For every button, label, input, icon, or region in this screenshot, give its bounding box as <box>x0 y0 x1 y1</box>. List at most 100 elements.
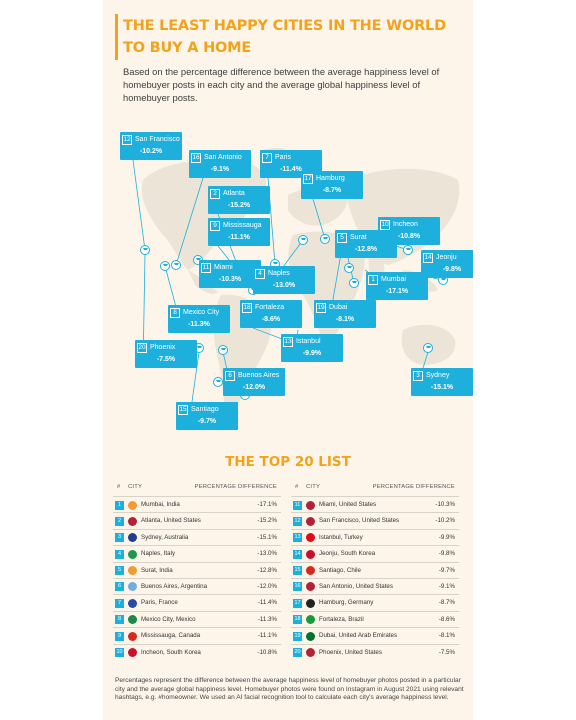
flag-us-icon <box>306 648 315 658</box>
city-name: Surat <box>350 234 367 241</box>
city-label: 3 Sydney -15.1% <box>411 368 473 396</box>
home-pin-icon <box>320 234 330 244</box>
rank-badge: 10 <box>115 648 124 658</box>
city-name: San Francisco <box>135 136 180 143</box>
rank-badge: 11 <box>293 500 302 510</box>
city-name: Miami <box>214 264 233 271</box>
table-row: 1 Mumbai, India -17.1% <box>113 496 281 512</box>
city-percentage: -8.7% <box>322 187 342 194</box>
city-rank-badge: 15 <box>178 405 188 415</box>
home-pin-icon <box>213 377 223 387</box>
connector-line <box>422 351 429 369</box>
city-percentage: -9.7% <box>197 418 217 425</box>
header-city: CITY <box>306 484 321 490</box>
city-label: 13 Istanbul -9.9% <box>281 334 343 362</box>
home-pin-icon <box>218 345 228 355</box>
percentage-difference: -15.1% <box>257 533 277 541</box>
table-row: 20 Phoenix, United States -7.5% <box>291 643 459 660</box>
rank-badge: 9 <box>115 631 124 641</box>
city-name: Paris <box>275 154 291 161</box>
flag-ae-icon <box>306 631 315 641</box>
table-row: 19 Dubai, United Arab Emirates -8.1% <box>291 627 459 643</box>
city-label: 20 Phoenix -7.5% <box>135 340 197 368</box>
city-name: Mississauga, Canada <box>141 632 201 640</box>
header-diff: PERCENTAGE DIFFERENCE <box>194 484 277 490</box>
city-name: Mumbai <box>381 276 406 283</box>
city-percentage: -12.0% <box>242 384 266 391</box>
flag-it-icon <box>128 549 137 559</box>
connector-line <box>132 159 146 251</box>
flag-mx-icon <box>128 615 137 625</box>
flag-de-icon <box>306 598 315 608</box>
flag-ca-icon <box>128 631 137 641</box>
city-name: San Antonio, United States <box>319 582 393 590</box>
city-name: Atlanta <box>223 190 245 197</box>
percentage-difference: -7.5% <box>438 648 455 656</box>
percentage-difference: -10.2% <box>435 517 455 525</box>
city-name: Atlanta, United States <box>141 517 201 525</box>
city-percentage: -13.0% <box>272 282 296 289</box>
home-pin-icon <box>349 278 359 288</box>
connector-line <box>312 198 326 240</box>
city-rank-badge: 11 <box>201 263 211 273</box>
table-row: 2 Atlanta, United States -15.2% <box>113 512 281 528</box>
city-name: Paris, France <box>141 599 178 607</box>
flag-us-icon <box>306 582 315 592</box>
flag-us-icon <box>306 500 315 510</box>
city-name: Miami, United States <box>319 501 377 508</box>
city-label: 4 Naples -13.0% <box>253 266 315 294</box>
connector-line <box>175 177 204 266</box>
city-rank-badge: 2 <box>210 189 220 199</box>
rank-badge: 7 <box>115 598 124 608</box>
city-name: Dubai, United Arab Emirates <box>319 632 398 640</box>
home-pin-icon <box>140 245 150 255</box>
rank-badge: 16 <box>293 582 302 592</box>
flag-in-icon <box>128 566 137 576</box>
city-percentage: -9.9% <box>302 350 322 357</box>
city-percentage: -9.1% <box>210 166 230 173</box>
city-percentage: -15.2% <box>227 202 251 209</box>
city-percentage: -10.3% <box>218 276 242 283</box>
flag-kr-icon <box>306 549 315 559</box>
city-rank-badge: 12 <box>122 135 132 145</box>
rank-badge: 6 <box>115 582 124 592</box>
list-column-left: # CITY PERCENTAGE DIFFERENCE 1 Mumbai, In… <box>113 484 281 660</box>
rank-badge: 17 <box>293 598 302 608</box>
city-label: 15 Santiago -9.7% <box>176 402 238 430</box>
city-percentage: -7.5% <box>156 356 176 363</box>
city-name: Hamburg <box>316 175 345 182</box>
city-name: Phoenix, United States <box>319 648 382 656</box>
city-label: 9 Mississauga -11.1% <box>208 218 270 246</box>
home-pin-icon <box>423 343 433 353</box>
city-rank-badge: 14 <box>423 253 433 263</box>
connector-line <box>364 269 369 273</box>
table-row: 6 Buenos Aires, Argentina -12.0% <box>113 577 281 594</box>
flag-us-icon <box>306 516 315 526</box>
rank-badge: 15 <box>293 566 302 576</box>
percentage-difference: -17.1% <box>257 501 277 508</box>
rank-badge: 3 <box>115 533 124 543</box>
city-name: Jeonju, South Korea <box>319 550 376 558</box>
city-percentage: -11.3% <box>188 321 210 328</box>
header-city: CITY <box>128 484 143 490</box>
table-row: 18 Fortaleza, Brazil -8.6% <box>291 610 459 627</box>
home-pin-icon <box>160 261 170 271</box>
header-diff: PERCENTAGE DIFFERENCE <box>372 484 455 490</box>
city-name: Incheon, South Korea <box>141 648 201 656</box>
percentage-difference: -10.3% <box>435 501 455 508</box>
percentage-difference: -8.6% <box>438 615 455 623</box>
city-name: Naples <box>268 270 290 277</box>
city-name: Istanbul <box>296 338 321 345</box>
page-title: THE LEAST HAPPY CITIES IN THE WORLD TO B… <box>123 18 446 56</box>
city-name: Sydney <box>426 372 450 379</box>
city-label: 16 San Antonio -9.1% <box>189 150 251 178</box>
city-rank-badge: 18 <box>242 303 252 313</box>
city-name: Buenos Aires <box>238 372 280 379</box>
table-row: 8 Mexico City, Mexico -11.3% <box>113 610 281 627</box>
rank-badge: 8 <box>115 615 124 625</box>
rank-badge: 13 <box>293 533 302 543</box>
table-row: 11 Miami, United States -10.3% <box>291 496 459 512</box>
percentage-difference: -10.8% <box>257 648 277 656</box>
city-rank-badge: 4 <box>255 269 265 279</box>
city-rank-badge: 8 <box>170 308 180 318</box>
